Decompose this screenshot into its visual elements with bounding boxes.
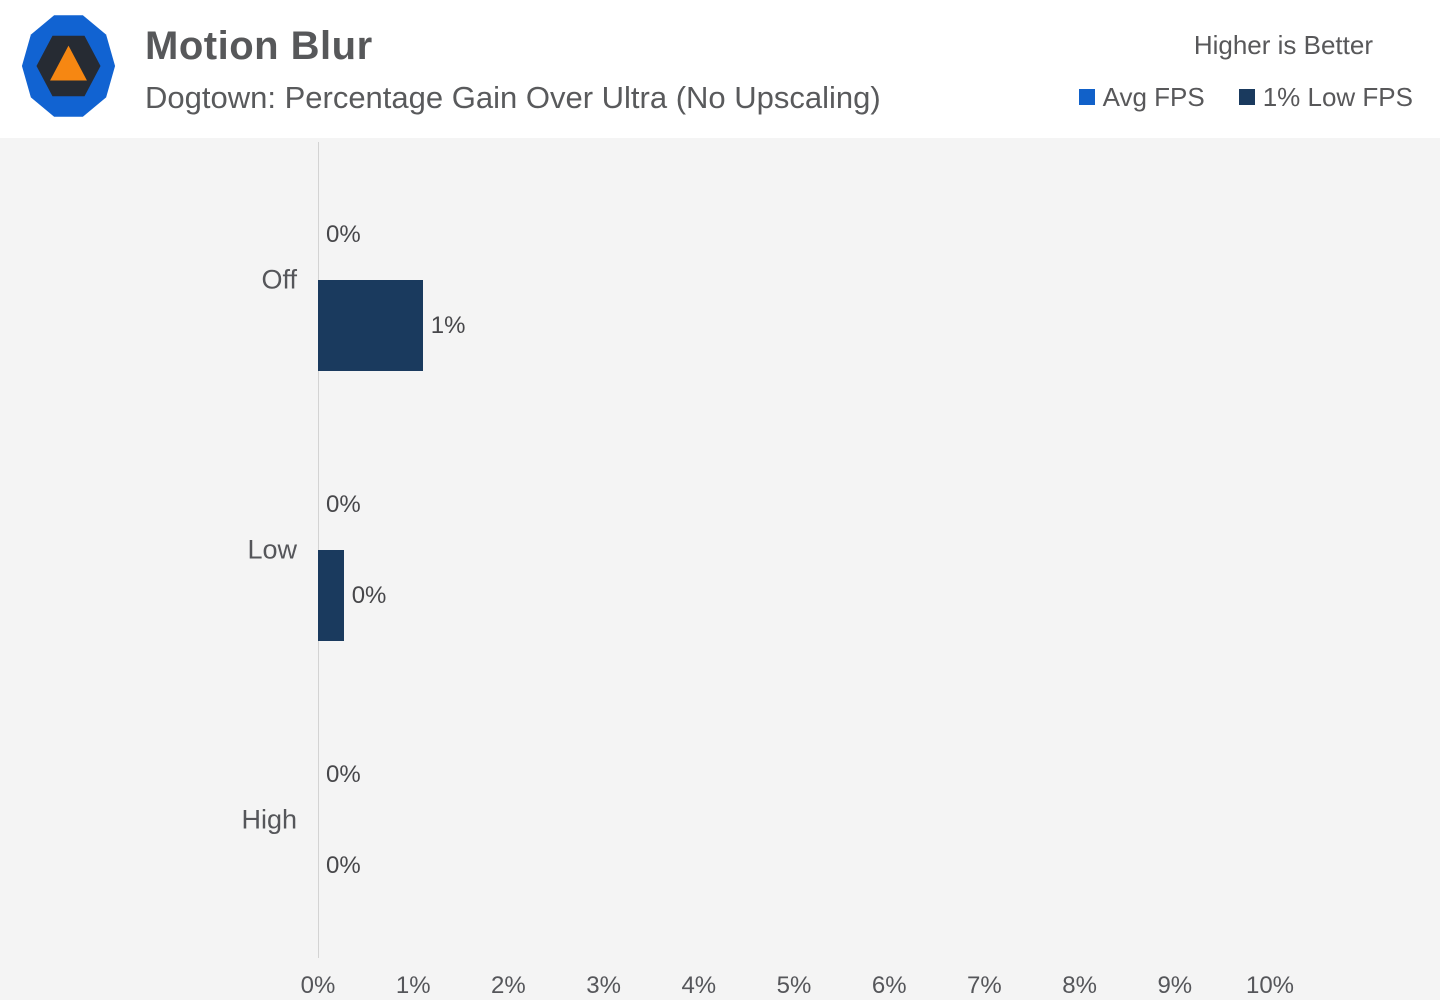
legend-item-avg-fps: Avg FPS (1078, 82, 1205, 112)
legend-label-avg-fps: Avg FPS (1102, 82, 1205, 112)
bar-value-label: 0% (326, 220, 361, 248)
page-title: Motion Blur (145, 24, 373, 68)
bar-value-label: 0% (326, 851, 361, 879)
bar-slot: 0% (318, 459, 1440, 550)
x-axis: 0% 1% 2% 3% 4% 5% 6% 7% 8% 9% 10% (301, 972, 1440, 1000)
x-tick-label: 6% (871, 972, 907, 999)
header-right: Higher is Better Avg FPS 1% Low FPS (1078, 30, 1413, 112)
legend-item-1-low-fps: 1% Low FPS (1238, 82, 1413, 112)
logo-triangle (50, 45, 87, 81)
category-label-off: Off (261, 264, 297, 295)
x-tick-label: 8% (1062, 972, 1097, 999)
bar-value-label: 0% (326, 490, 361, 518)
bar-1-low-fps-low (318, 550, 344, 641)
bar-slot: 0% (318, 729, 1440, 820)
avg-fps-swatch-icon (1078, 89, 1095, 105)
page-subtitle: Dogtown: Percentage Gain Over Ultra (No … (145, 80, 881, 115)
chart-band-high: High 0% 0% (241, 685, 1440, 955)
title-block: Motion Blur Dogtown: Percentage Gain Ove… (145, 22, 881, 118)
chart-band-low: Low 0% 0% (247, 415, 1440, 685)
x-tick-label: 3% (586, 972, 621, 999)
bar-slot: 0% (318, 820, 1440, 911)
low-fps-swatch-icon (1238, 89, 1255, 105)
x-tick-label: 9% (1157, 972, 1193, 999)
bar-value-label: 0% (326, 760, 361, 788)
x-tick-label: 4% (681, 972, 717, 999)
bar-value-label: 0% (351, 581, 387, 609)
x-tick-label: 5% (776, 972, 812, 999)
x-tick-label: 7% (967, 972, 1002, 999)
header: Motion Blur Dogtown: Percentage Gain Ove… (0, 0, 1440, 138)
chart-area: Off 0% 1% Low 0% 0% High 0% 0% 0% 1% 2% 3% 4% 5% 6% 7% 8… (0, 138, 1440, 1000)
category-label-low: Low (247, 534, 297, 565)
bar-slot: 0% (318, 189, 1440, 280)
bar-slot: 1% (318, 280, 1440, 371)
site-logo-icon (21, 15, 116, 117)
x-tick-label: 2% (491, 972, 526, 999)
legend-label-1-low-fps: 1% Low FPS (1262, 82, 1413, 112)
category-label-high: High (241, 804, 297, 835)
bar-1-low-fps-off (318, 280, 423, 371)
chart-band-off: Off 0% 1% (261, 145, 1440, 415)
bar-slot: 0% (318, 550, 1440, 641)
x-tick-label: 10% (1245, 972, 1295, 999)
plot-bands: Off 0% 1% Low 0% 0% High 0% 0% (241, 145, 1440, 955)
x-tick-label: 0% (300, 972, 336, 999)
x-tick-label: 1% (395, 972, 431, 999)
bar-value-label: 1% (430, 311, 466, 339)
legend: Avg FPS 1% Low FPS (1078, 82, 1413, 112)
higher-is-better-note: Higher is Better (1193, 30, 1373, 60)
